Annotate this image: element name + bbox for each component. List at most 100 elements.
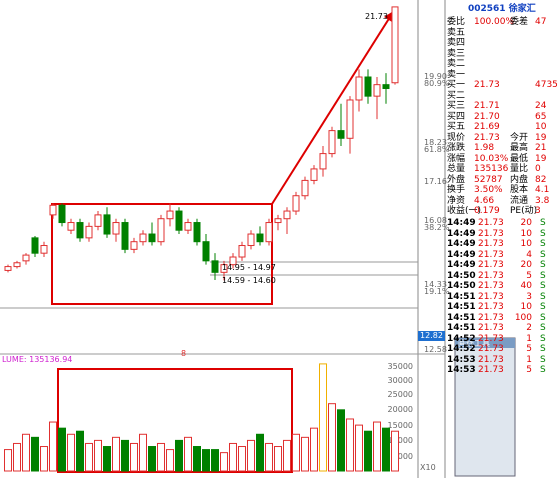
quote-label: 卖五: [447, 27, 466, 38]
volume-bar: [58, 427, 66, 472]
volume-bar: [94, 439, 102, 472]
trade-volume: 5: [526, 365, 532, 375]
volume-bar: [112, 436, 120, 472]
trade-price: 21.73: [478, 249, 504, 260]
quote-label: 最低: [510, 153, 529, 164]
candle-body: [238, 245, 246, 258]
quote-value: 21: [535, 143, 547, 153]
candle-body: [202, 241, 210, 262]
volume-bar: [175, 439, 183, 472]
volume-tick-label: 5000: [393, 452, 413, 461]
candle-body: [274, 218, 282, 224]
volume-bar: [85, 442, 93, 472]
price-label: 38.2%: [424, 223, 450, 232]
quote-value: 3.8: [535, 195, 550, 206]
toolbox-titlebar: [455, 338, 515, 348]
trade-volume: 3: [526, 291, 532, 302]
volume-tick-label: 10000: [388, 436, 413, 445]
volume-bar: [391, 430, 399, 472]
quote-label: PE(动): [510, 206, 538, 216]
candle-body: [292, 195, 300, 212]
quote-value: 0.179: [474, 206, 500, 216]
candle-body: [4, 266, 12, 271]
volume-tick-label: 30000: [388, 376, 413, 385]
toolbox[interactable]: [454, 337, 516, 477]
quote-value: 21.73: [474, 132, 500, 143]
trade-volume: 40: [520, 281, 532, 291]
candle-body: [94, 214, 102, 227]
candle-body: [85, 225, 93, 239]
candle-body: [382, 84, 390, 89]
quote-label: 买四: [447, 111, 466, 122]
volume-bar: [202, 449, 210, 472]
volume-bar: [292, 433, 300, 472]
volume-bar: [364, 430, 372, 472]
trade-side: S: [540, 281, 546, 291]
quote-label: 净资: [447, 195, 466, 206]
trade-side: S: [540, 312, 546, 323]
price-label: 21.73: [365, 12, 388, 21]
trade-volume: 100: [514, 312, 532, 323]
candle-body: [103, 214, 111, 235]
quote-value: 3: [535, 206, 541, 216]
candle-body: [301, 179, 309, 197]
quote-label: 卖二: [447, 59, 466, 69]
candle-body: [229, 256, 237, 266]
trade-volume: 1: [526, 354, 532, 365]
volume-bar: [319, 363, 327, 472]
candle-body: [13, 262, 21, 268]
quote-label: 外盘: [447, 174, 466, 185]
toolbox-frame[interactable]: [454, 337, 516, 477]
candle-body: [283, 210, 291, 220]
candle-body: [175, 210, 183, 231]
candle-body: [49, 204, 57, 216]
quote-value: 4.66: [474, 195, 495, 206]
volume-bar: [346, 418, 354, 472]
trade-time: 14:51: [447, 323, 476, 333]
volume-bar: [148, 446, 156, 472]
candle-body: [76, 222, 84, 239]
candle-body: [310, 168, 318, 181]
quote-label: 委差: [510, 17, 529, 27]
candle-body: [373, 84, 381, 97]
volume-bar: [67, 433, 75, 472]
quote-value: 24: [535, 101, 547, 111]
quote-label: 买三: [447, 101, 466, 111]
price-badge: [418, 331, 445, 341]
quote-value: 21.73: [474, 80, 500, 90]
volume-title: LUME: 135136.94: [2, 355, 72, 364]
candle-body: [148, 233, 156, 243]
quote-label: 涨跌: [447, 143, 466, 153]
trade-price: 21.73: [478, 323, 504, 333]
trade-price: 21.73: [478, 270, 504, 281]
quote-label: 今开: [510, 132, 529, 143]
volume-bar: [49, 421, 57, 472]
trade-price: 21.73: [478, 291, 504, 302]
range-label: 14.95 - 14.97: [222, 263, 276, 272]
trade-price: 21.73: [478, 302, 504, 312]
volume-bar: [121, 439, 129, 472]
volume-tick-label: 20000: [388, 405, 413, 414]
trade-price: 21.73: [478, 239, 504, 249]
candle-body: [67, 222, 75, 231]
trade-side: S: [540, 344, 546, 354]
volume-bar: [220, 452, 228, 472]
candle-body: [193, 222, 201, 243]
candle-body: [256, 233, 264, 243]
volume-bar: [238, 446, 246, 472]
quote-label: 现价: [447, 132, 466, 143]
quote-label: 买五: [447, 122, 466, 132]
price-label: 17.16: [424, 177, 447, 186]
volume-tick-label: 25000: [388, 390, 413, 399]
trade-time: 14:51: [447, 291, 476, 302]
trade-time: 14:50: [447, 281, 476, 291]
trade-time: 14:51: [447, 312, 476, 323]
candle-body: [319, 153, 327, 170]
price-label: 19.1%: [424, 287, 450, 296]
price-label: 18.23: [424, 138, 447, 147]
trade-time: 14:49: [447, 249, 476, 260]
quote-value: 0: [535, 164, 541, 174]
trade-time: 14:52: [447, 344, 476, 354]
